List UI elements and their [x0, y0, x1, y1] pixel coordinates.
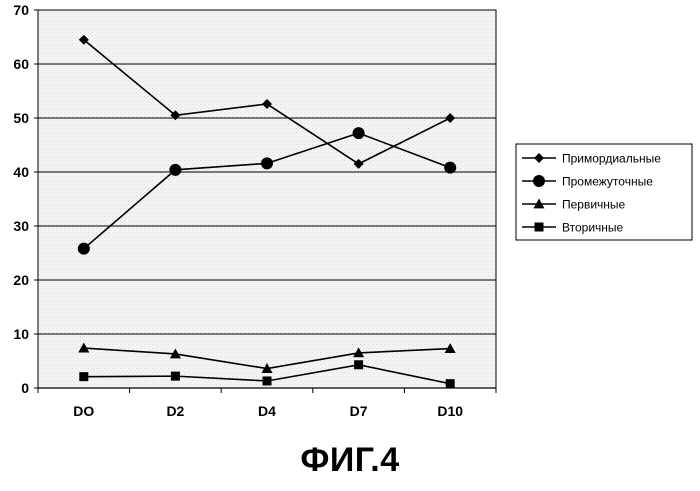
data-point: [353, 127, 365, 139]
y-tick-label: 30: [13, 218, 29, 234]
legend-label: Примордиальные: [562, 152, 661, 166]
y-tick-label: 50: [13, 110, 29, 126]
data-point: [169, 164, 181, 176]
legend-marker: [533, 175, 545, 187]
legend-label: Промежуточные: [562, 175, 653, 189]
legend-label: Первичные: [562, 198, 626, 212]
y-tick-label: 40: [13, 164, 29, 180]
data-point: [261, 157, 273, 169]
y-tick-label: 60: [13, 56, 29, 72]
plot-area: [38, 10, 496, 388]
figure-caption: ФИГ.4: [0, 440, 700, 480]
data-point: [446, 379, 455, 388]
x-tick-label: D7: [350, 403, 368, 419]
y-tick-label: 70: [13, 2, 29, 18]
x-tick-label: D4: [258, 403, 276, 419]
x-tick-label: D2: [166, 403, 184, 419]
x-tick-label: DO: [73, 403, 94, 419]
data-point: [78, 243, 90, 255]
legend-label: Вторичные: [562, 221, 624, 235]
data-point: [171, 372, 180, 381]
legend-marker: [535, 223, 544, 232]
data-point: [444, 162, 456, 174]
data-point: [79, 372, 88, 381]
data-point: [263, 376, 272, 385]
data-point: [354, 360, 363, 369]
y-tick-label: 20: [13, 272, 29, 288]
x-tick-label: D10: [437, 403, 463, 419]
y-tick-label: 0: [21, 380, 29, 396]
y-tick-label: 10: [13, 326, 29, 342]
